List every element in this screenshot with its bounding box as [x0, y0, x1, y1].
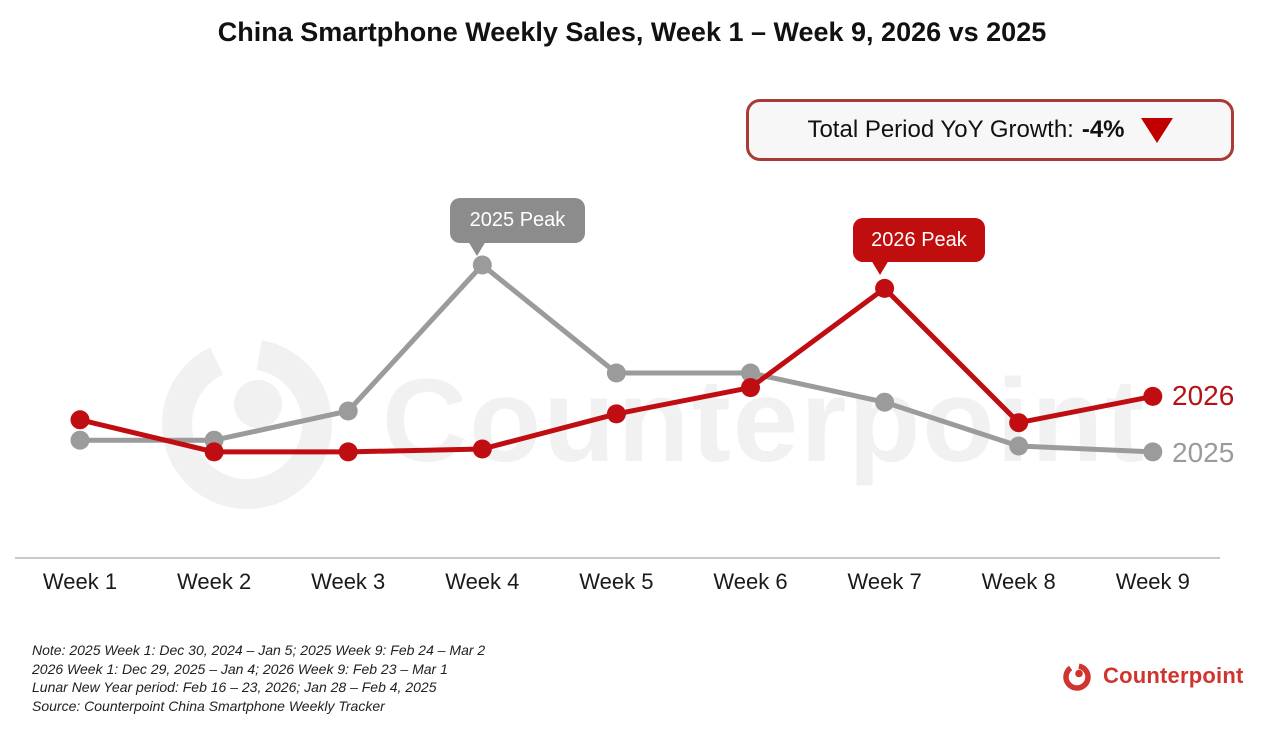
data-point-2026-week-8 — [1009, 413, 1029, 433]
peak-callout-2026-label: 2026 Peak — [871, 228, 967, 251]
data-point-2025-week-9 — [1143, 442, 1163, 462]
data-point-2025-week-8 — [1009, 436, 1029, 456]
down-triangle-icon — [1140, 117, 1173, 143]
x-axis-label-week-2: Week 2 — [177, 569, 252, 594]
yoy-growth-badge: Total Period YoY Growth: -4% — [746, 99, 1234, 161]
data-point-2026-week-9 — [1143, 386, 1163, 406]
series-label-2026: 2026 — [1172, 380, 1235, 411]
x-axis-label-week-9: Week 9 — [1115, 569, 1190, 594]
data-point-2026-week-7 — [875, 278, 895, 298]
x-axis-label-week-7: Week 7 — [847, 569, 922, 594]
x-axis-label-week-8: Week 8 — [981, 569, 1056, 594]
data-point-2026-week-4 — [472, 439, 492, 459]
footnote-line: Source: Counterpoint China Smartphone We… — [32, 697, 385, 714]
page-title: China Smartphone Weekly Sales, Week 1 – … — [217, 17, 1047, 47]
counterpoint-logo-icon — [1063, 663, 1091, 691]
data-point-2026-week-5 — [606, 404, 626, 424]
x-axis-label-week-1: Week 1 — [42, 569, 118, 594]
data-point-2026-week-3 — [338, 442, 358, 462]
footnote-line: 2026 Week 1: Dec 29, 2025 – Jan 4; 2026 … — [32, 660, 448, 677]
data-point-2025-week-5 — [606, 363, 626, 383]
data-point-2026-week-2 — [204, 442, 224, 462]
x-axis-label-week-3: Week 3 — [311, 569, 386, 594]
yoy-growth-value: -4% — [1081, 116, 1125, 143]
footnote-line: Lunar New Year period: Feb 16 – 23, 2026… — [32, 679, 437, 695]
yoy-growth-label: Total Period YoY Growth: — [807, 116, 1074, 143]
x-axis-labels: Week 1 Week 2 Week 3 Week 4 Week 5 Week 6 Week… — [0, 569, 1264, 599]
peak-callout-2025: 2025 Peak — [450, 198, 585, 256]
series-label-2025: 2025 — [1172, 437, 1235, 468]
data-point-2026-week-6 — [741, 378, 760, 398]
data-point-2025-week-7 — [875, 392, 895, 412]
x-axis-label-week-5: Week 5 — [579, 569, 654, 594]
series-line-2025 — [80, 262, 1153, 455]
peak-callout-2025-label: 2025 Peak — [469, 209, 566, 231]
data-point-2025-week-1 — [70, 430, 90, 450]
counterpoint-logo-text: Counterpoint — [1103, 663, 1244, 688]
x-axis-label-week-6: Week 6 — [713, 569, 788, 594]
peak-callout-2026: 2026 Peak — [853, 218, 985, 275]
x-axis-label-week-4: Week 4 — [445, 569, 520, 594]
data-point-2025-week-3 — [338, 401, 358, 421]
data-point-2025-week-6 — [741, 363, 760, 383]
data-point-2025-week-4 — [472, 255, 492, 275]
counterpoint-logo: Counterpoint — [1062, 659, 1243, 693]
footnote-line: Note: 2025 Week 1: Dec 30, 2024 – Jan 5;… — [32, 642, 486, 658]
data-point-2026-week-1 — [70, 410, 90, 430]
footnotes: Note: 2025 Week 1: Dec 30, 2024 – Jan 5;… — [32, 641, 485, 715]
